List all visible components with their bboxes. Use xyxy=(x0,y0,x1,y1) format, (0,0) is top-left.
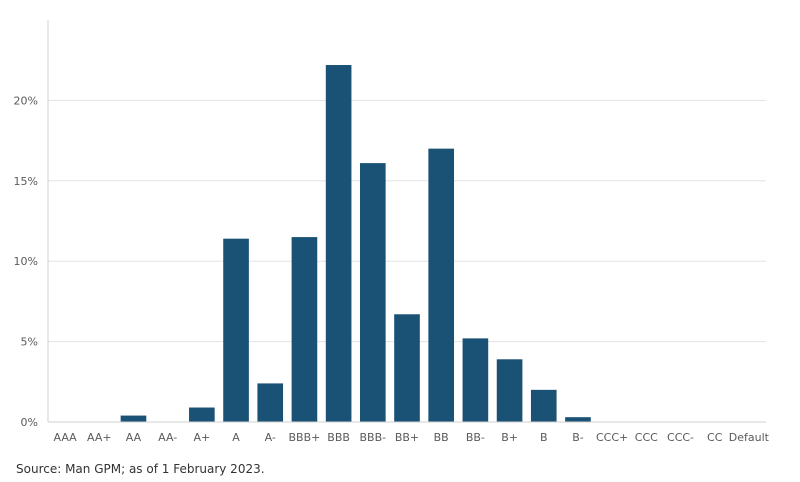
x-tick-label: BBB xyxy=(327,431,350,444)
bar xyxy=(496,359,523,422)
x-tick-label: CC xyxy=(707,431,723,444)
bars xyxy=(120,65,591,423)
x-tick-label: AAA xyxy=(54,431,78,444)
bar xyxy=(565,417,591,422)
x-tick-label: B xyxy=(540,431,548,444)
source-note: Source: Man GPM; as of 1 February 2023. xyxy=(16,462,265,476)
x-tick-label: B+ xyxy=(501,431,518,444)
bar xyxy=(120,415,147,422)
bar xyxy=(223,238,249,422)
bar xyxy=(291,237,318,422)
x-axis-ticks: AAA AA+ AA AA- A+ A A- BBB+ BBB BBB- BB+ BB BB- B+ B B-… xyxy=(54,431,770,444)
x-tick-label: CCC xyxy=(635,431,658,444)
bar xyxy=(394,314,420,422)
x-tick-label: BB xyxy=(434,431,449,444)
bar xyxy=(530,389,557,422)
gridlines xyxy=(48,99,766,343)
x-tick-label: A- xyxy=(265,431,276,444)
y-tick-label: 15% xyxy=(14,175,38,188)
x-tick-label: BB- xyxy=(466,431,485,444)
x-tick-label: Default xyxy=(729,431,770,444)
y-tick-label: 10% xyxy=(14,255,38,268)
bar xyxy=(428,148,455,422)
x-tick-label: BB+ xyxy=(395,431,419,444)
bar xyxy=(189,407,215,422)
x-tick-label: AA- xyxy=(158,431,177,444)
bar xyxy=(359,163,386,422)
x-tick-label: AA+ xyxy=(87,431,112,444)
x-tick-label: BBB+ xyxy=(288,431,320,444)
bar xyxy=(462,338,489,422)
x-tick-label: CCC+ xyxy=(596,431,628,444)
x-tick-label: A+ xyxy=(193,431,210,444)
y-axis-ticks: 0% 5% 10% 15% 20% xyxy=(14,94,38,429)
x-tick-label: A xyxy=(232,431,240,444)
bar xyxy=(257,383,284,422)
bar xyxy=(325,65,352,423)
y-tick-label: 20% xyxy=(14,94,38,107)
x-tick-label: BBB- xyxy=(360,431,387,444)
x-tick-label: AA xyxy=(126,431,142,444)
x-tick-label: B- xyxy=(572,431,584,444)
y-tick-label: 0% xyxy=(21,416,38,429)
x-tick-label: CCC- xyxy=(667,431,694,444)
y-tick-label: 5% xyxy=(21,336,38,349)
